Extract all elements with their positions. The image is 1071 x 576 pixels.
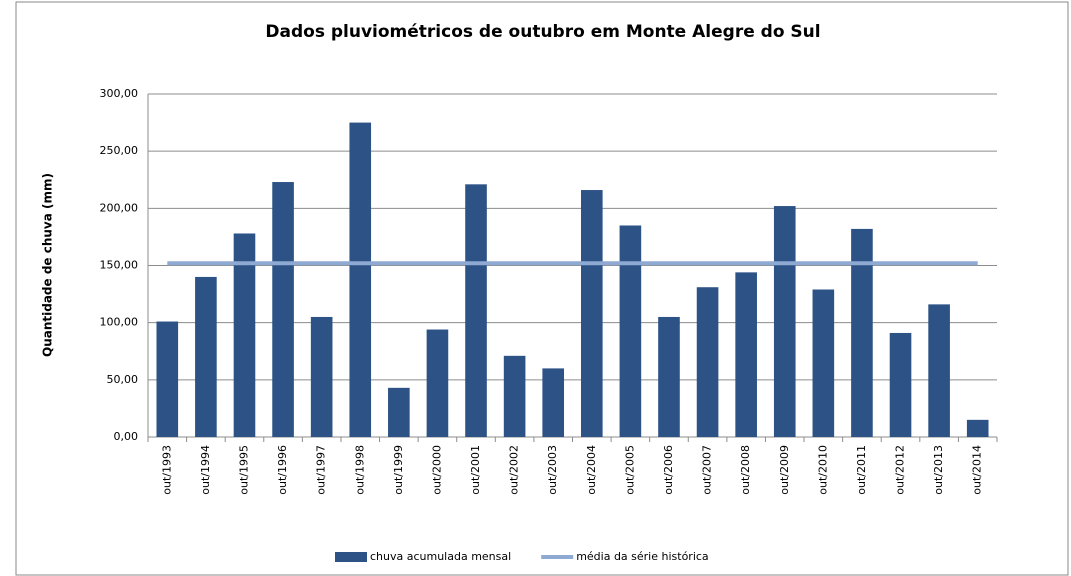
bar bbox=[426, 329, 449, 437]
legend-label: chuva acumulada mensal bbox=[370, 550, 511, 563]
x-tick-label: out/1996 bbox=[276, 445, 289, 495]
legend-label: média da série histórica bbox=[576, 550, 709, 563]
x-tick-label: out/2009 bbox=[778, 445, 791, 495]
x-tick-label: out/1995 bbox=[237, 445, 250, 495]
bar bbox=[966, 419, 989, 437]
x-tick-label: out/1994 bbox=[199, 445, 212, 495]
x-tick-label: out/1998 bbox=[353, 445, 366, 495]
y-tick-label: 300,00 bbox=[100, 87, 139, 100]
bar bbox=[503, 355, 526, 437]
bar bbox=[233, 233, 256, 437]
bar bbox=[696, 287, 719, 437]
bar bbox=[735, 272, 757, 437]
bar bbox=[658, 316, 680, 437]
x-tick-label: out/2011 bbox=[855, 445, 868, 495]
chart-frame bbox=[15, 1, 1069, 576]
bar bbox=[349, 122, 372, 437]
legend-swatch bbox=[335, 552, 367, 562]
bar bbox=[156, 321, 179, 437]
x-tick-label: out/2000 bbox=[430, 445, 443, 495]
bar bbox=[928, 304, 950, 437]
x-tick-label: out/1993 bbox=[160, 445, 173, 495]
bar bbox=[310, 316, 333, 437]
x-tick-label: out/2004 bbox=[585, 445, 598, 495]
y-tick-label: 50,00 bbox=[107, 373, 139, 386]
bar bbox=[465, 184, 487, 437]
x-tick-label: out/2012 bbox=[894, 445, 907, 495]
y-tick-label: 150,00 bbox=[100, 259, 139, 272]
chart-title: Dados pluviométricos de outubro em Monte… bbox=[265, 22, 820, 42]
x-tick-label: out/2002 bbox=[508, 445, 521, 495]
x-tick-label: out/2007 bbox=[701, 445, 714, 495]
bar bbox=[580, 190, 603, 437]
y-axis-label: Quantidade de chuva (mm) bbox=[41, 173, 55, 357]
y-tick-label: 100,00 bbox=[100, 316, 139, 329]
x-tick-label: out/2013 bbox=[932, 445, 945, 495]
x-tick-label: out/1997 bbox=[315, 445, 328, 495]
bar bbox=[889, 332, 912, 437]
bar bbox=[388, 387, 410, 437]
bar bbox=[773, 206, 796, 437]
bar bbox=[542, 368, 565, 437]
bar bbox=[272, 182, 294, 437]
x-tick-label: out/1999 bbox=[392, 445, 405, 495]
x-tick-label: out/2006 bbox=[662, 445, 675, 495]
y-tick-label: 250,00 bbox=[100, 144, 139, 157]
bar bbox=[195, 276, 217, 437]
y-tick-label: 200,00 bbox=[100, 201, 139, 214]
x-tick-label: out/2003 bbox=[546, 445, 559, 495]
x-tick-label: out/2001 bbox=[469, 445, 482, 495]
x-tick-label: out/2014 bbox=[971, 445, 984, 495]
bar bbox=[812, 289, 835, 437]
bar bbox=[851, 228, 873, 437]
x-tick-label: out/2005 bbox=[623, 445, 636, 495]
x-tick-label: out/2010 bbox=[816, 445, 829, 495]
bar bbox=[619, 225, 642, 437]
x-tick-label: out/2008 bbox=[739, 445, 752, 495]
y-tick-label: 0,00 bbox=[114, 430, 139, 443]
